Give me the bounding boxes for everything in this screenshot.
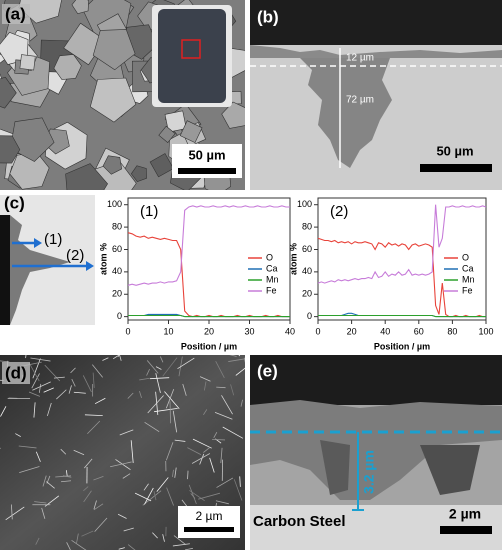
scale-label: 2 µm: [196, 509, 223, 523]
x-axis-label: Position / µm: [181, 341, 237, 351]
x-tick-label: 0: [315, 326, 320, 336]
legend-label: O: [266, 252, 273, 262]
y-tick-label: 0: [307, 311, 312, 321]
scale-bar: [440, 526, 492, 534]
x-tick-label: 10: [163, 326, 173, 336]
x-tick-label: 20: [204, 326, 214, 336]
annotation: 12 µm: [346, 53, 374, 64]
legend-label: Ca: [266, 263, 278, 273]
x-tick-label: 0: [125, 326, 130, 336]
legend-label: Mn: [266, 274, 279, 284]
y-tick-label: 100: [297, 199, 312, 209]
arrow-label: (2): [66, 247, 84, 264]
panel-label: (c): [4, 193, 25, 212]
legend-label: O: [462, 252, 469, 262]
y-tick-label: 20: [302, 289, 312, 299]
x-tick-label: 20: [347, 326, 357, 336]
panel-label: (a): [5, 4, 26, 23]
scale-bar: [178, 168, 236, 174]
material-label: Carbon Steel: [253, 513, 346, 530]
legend-label: Ca: [462, 263, 474, 273]
panel-label: (e): [257, 361, 278, 380]
legend-label: Fe: [266, 285, 277, 295]
scale-bar: [184, 527, 234, 532]
fiber: [170, 401, 171, 423]
series-line: [318, 238, 486, 316]
x-tick-label: 30: [244, 326, 254, 336]
panel-label: (d): [5, 363, 27, 382]
x-tick-label: 80: [447, 326, 457, 336]
crystal: [20, 55, 35, 71]
scale-label: 50 µm: [436, 143, 473, 158]
series-line: [318, 316, 486, 317]
annotation: 72 µm: [346, 95, 374, 106]
thickness-label: 3.2 µm: [361, 450, 377, 494]
resin: [250, 355, 502, 405]
y-tick-label: 40: [112, 266, 122, 276]
y-tick-label: 80: [302, 221, 312, 231]
sample: [158, 9, 226, 103]
x-axis-label: Position / µm: [374, 341, 430, 351]
fiber: [216, 387, 225, 388]
chart-title: (1): [140, 203, 158, 220]
y-tick-label: 0: [117, 311, 122, 321]
y-tick-label: 20: [112, 289, 122, 299]
x-tick-label: 60: [414, 326, 424, 336]
legend-label: Mn: [462, 274, 475, 284]
y-tick-label: 40: [302, 266, 312, 276]
scale-label: 2 µm: [449, 506, 481, 522]
arrow-label: (1): [44, 231, 62, 248]
y-tick-label: 80: [112, 221, 122, 231]
panel-label: (b): [257, 7, 279, 26]
legend-label: Fe: [462, 285, 473, 295]
steel: [0, 215, 10, 325]
scale-label: 50 µm: [188, 147, 225, 162]
x-tick-label: 100: [478, 326, 493, 336]
y-axis-label: atom %: [98, 243, 108, 275]
y-tick-label: 60: [112, 244, 122, 254]
scale-bar: [420, 164, 492, 172]
y-tick-label: 100: [107, 199, 122, 209]
y-axis-label: atom %: [288, 243, 298, 275]
resin: [250, 0, 502, 45]
y-tick-label: 60: [302, 244, 312, 254]
x-tick-label: 40: [285, 326, 295, 336]
chart-title: (2): [330, 203, 348, 220]
x-tick-label: 40: [380, 326, 390, 336]
